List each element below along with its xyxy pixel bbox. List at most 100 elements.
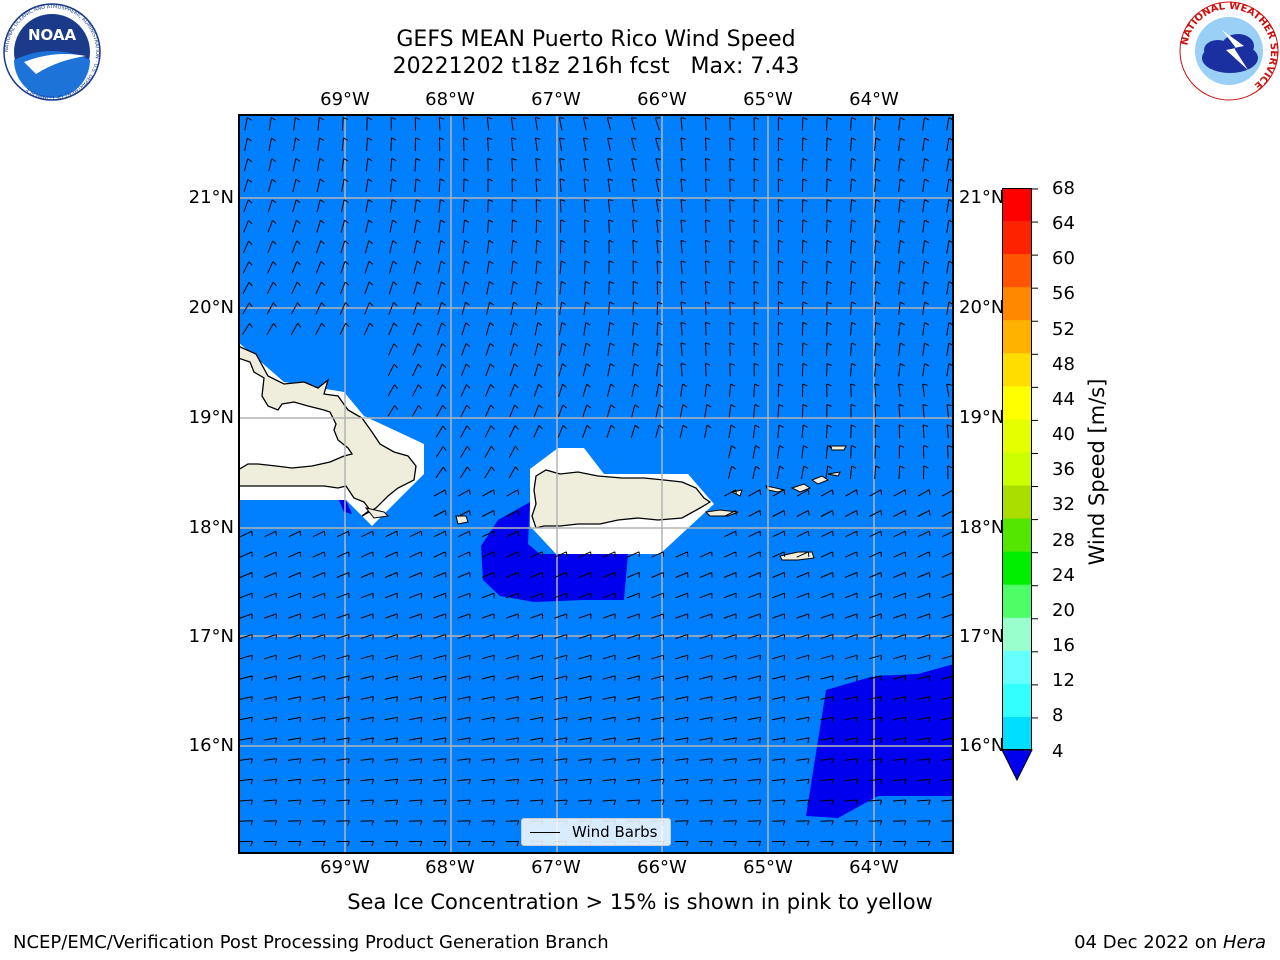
wind-barb <box>850 240 852 254</box>
wind-barb <box>263 592 277 599</box>
wind-barb-flag <box>924 281 930 285</box>
wind-barb <box>747 654 761 660</box>
wind-barb-flag <box>343 178 349 183</box>
wind-barb <box>462 199 465 213</box>
wind-barb <box>850 158 852 172</box>
wind-barb-flag <box>492 820 495 826</box>
wind-barb-flag <box>489 281 494 285</box>
colorbar-segment <box>1002 386 1032 420</box>
wind-barb <box>436 405 444 417</box>
wind-barb-flag <box>710 779 713 785</box>
wind-barb-flag <box>323 531 326 537</box>
wind-barb <box>941 489 954 497</box>
wind-barb <box>389 220 393 233</box>
wind-barb <box>850 383 852 398</box>
wind-barb <box>771 820 785 822</box>
wind-barb <box>868 799 882 802</box>
noaa-logo-text: NOAA <box>28 26 77 44</box>
wind-barb <box>753 404 756 418</box>
wind-barb-flag <box>272 261 277 266</box>
wind-barb <box>287 716 301 721</box>
wind-barb-flag <box>633 342 639 346</box>
wind-barb-flag <box>807 820 810 826</box>
wind-barb <box>457 530 470 538</box>
wind-barb-flag <box>565 717 568 723</box>
wind-barb-flag <box>875 301 881 305</box>
wind-barb-flag <box>753 219 759 223</box>
wind-barb-flag <box>441 322 446 327</box>
wind-barb <box>533 404 540 418</box>
wind-barb <box>288 530 301 538</box>
wind-barb <box>436 363 443 377</box>
wind-barb-flag <box>924 158 930 162</box>
wind-barb-flag <box>469 489 471 495</box>
wind-barb <box>801 424 804 439</box>
wind-barb-flag <box>537 301 543 306</box>
wind-barb <box>898 465 901 480</box>
wind-barb-flag <box>344 240 350 245</box>
wind-barb-flag <box>783 675 786 681</box>
wind-barb <box>680 240 683 254</box>
wind-barb-flag <box>489 363 495 368</box>
wind-barb <box>312 799 326 802</box>
wind-barb-flag <box>322 841 326 847</box>
colorbar-tick-label: 8 <box>1052 705 1064 726</box>
wind-barb-flag <box>369 322 374 327</box>
wind-barb <box>288 654 301 660</box>
wind-barb-flag <box>607 178 614 181</box>
wind-barb-flag <box>680 260 686 263</box>
wind-barb-flag <box>513 342 519 347</box>
wind-barb <box>481 820 495 822</box>
wind-barb-flag <box>802 322 808 325</box>
wind-barb <box>484 425 492 438</box>
wind-barb <box>239 592 253 599</box>
wind-barb <box>699 737 713 741</box>
wind-barb <box>801 404 804 418</box>
wind-barb-flag <box>735 489 737 495</box>
wind-barb <box>291 240 298 254</box>
wind-barb-flag <box>851 240 857 244</box>
colorbar <box>1002 188 1042 788</box>
wind-barb <box>874 158 877 172</box>
wind-barb-flag <box>778 363 784 366</box>
wind-barb <box>506 489 519 497</box>
wind-barb <box>626 592 640 599</box>
wind-barb <box>267 261 274 274</box>
wind-barb-flag <box>758 799 762 805</box>
wind-barb-flag <box>487 158 493 161</box>
wind-barb <box>825 424 828 439</box>
wind-barb <box>312 778 326 782</box>
wind-barb <box>336 530 349 538</box>
wind-barb-flag <box>656 178 662 181</box>
wind-barb <box>820 510 833 517</box>
colorbar-segment <box>1002 419 1032 453</box>
wind-barb <box>626 778 640 782</box>
wind-barb <box>844 737 858 741</box>
wind-barb <box>826 158 828 172</box>
wind-barb-flag <box>875 137 881 141</box>
wind-barb <box>675 675 689 680</box>
wind-barb-flag <box>514 425 519 430</box>
wind-barb-flag <box>463 158 469 161</box>
wind-barb <box>655 199 659 213</box>
wind-barb-flag <box>879 841 883 847</box>
wind-barb-flag <box>686 675 689 681</box>
wind-barb-flag <box>492 779 495 785</box>
wind-barb <box>535 281 538 295</box>
wind-barb <box>917 510 930 517</box>
wind-barb <box>457 572 470 578</box>
wind-barb <box>414 199 417 213</box>
wind-barb <box>486 240 490 254</box>
wind-barb-flag <box>469 510 471 516</box>
wind-barb-flag <box>802 137 808 141</box>
wind-barb <box>655 384 660 397</box>
wind-barb <box>558 363 563 377</box>
wind-barb-flag <box>321 302 326 307</box>
virgin-islands <box>829 445 847 451</box>
wind-barb <box>946 322 950 336</box>
wind-barb-flag <box>589 717 592 723</box>
wind-barb <box>360 530 374 538</box>
wind-barb <box>437 281 442 295</box>
wind-barb <box>360 778 374 782</box>
wind-barb-flag <box>875 199 881 203</box>
